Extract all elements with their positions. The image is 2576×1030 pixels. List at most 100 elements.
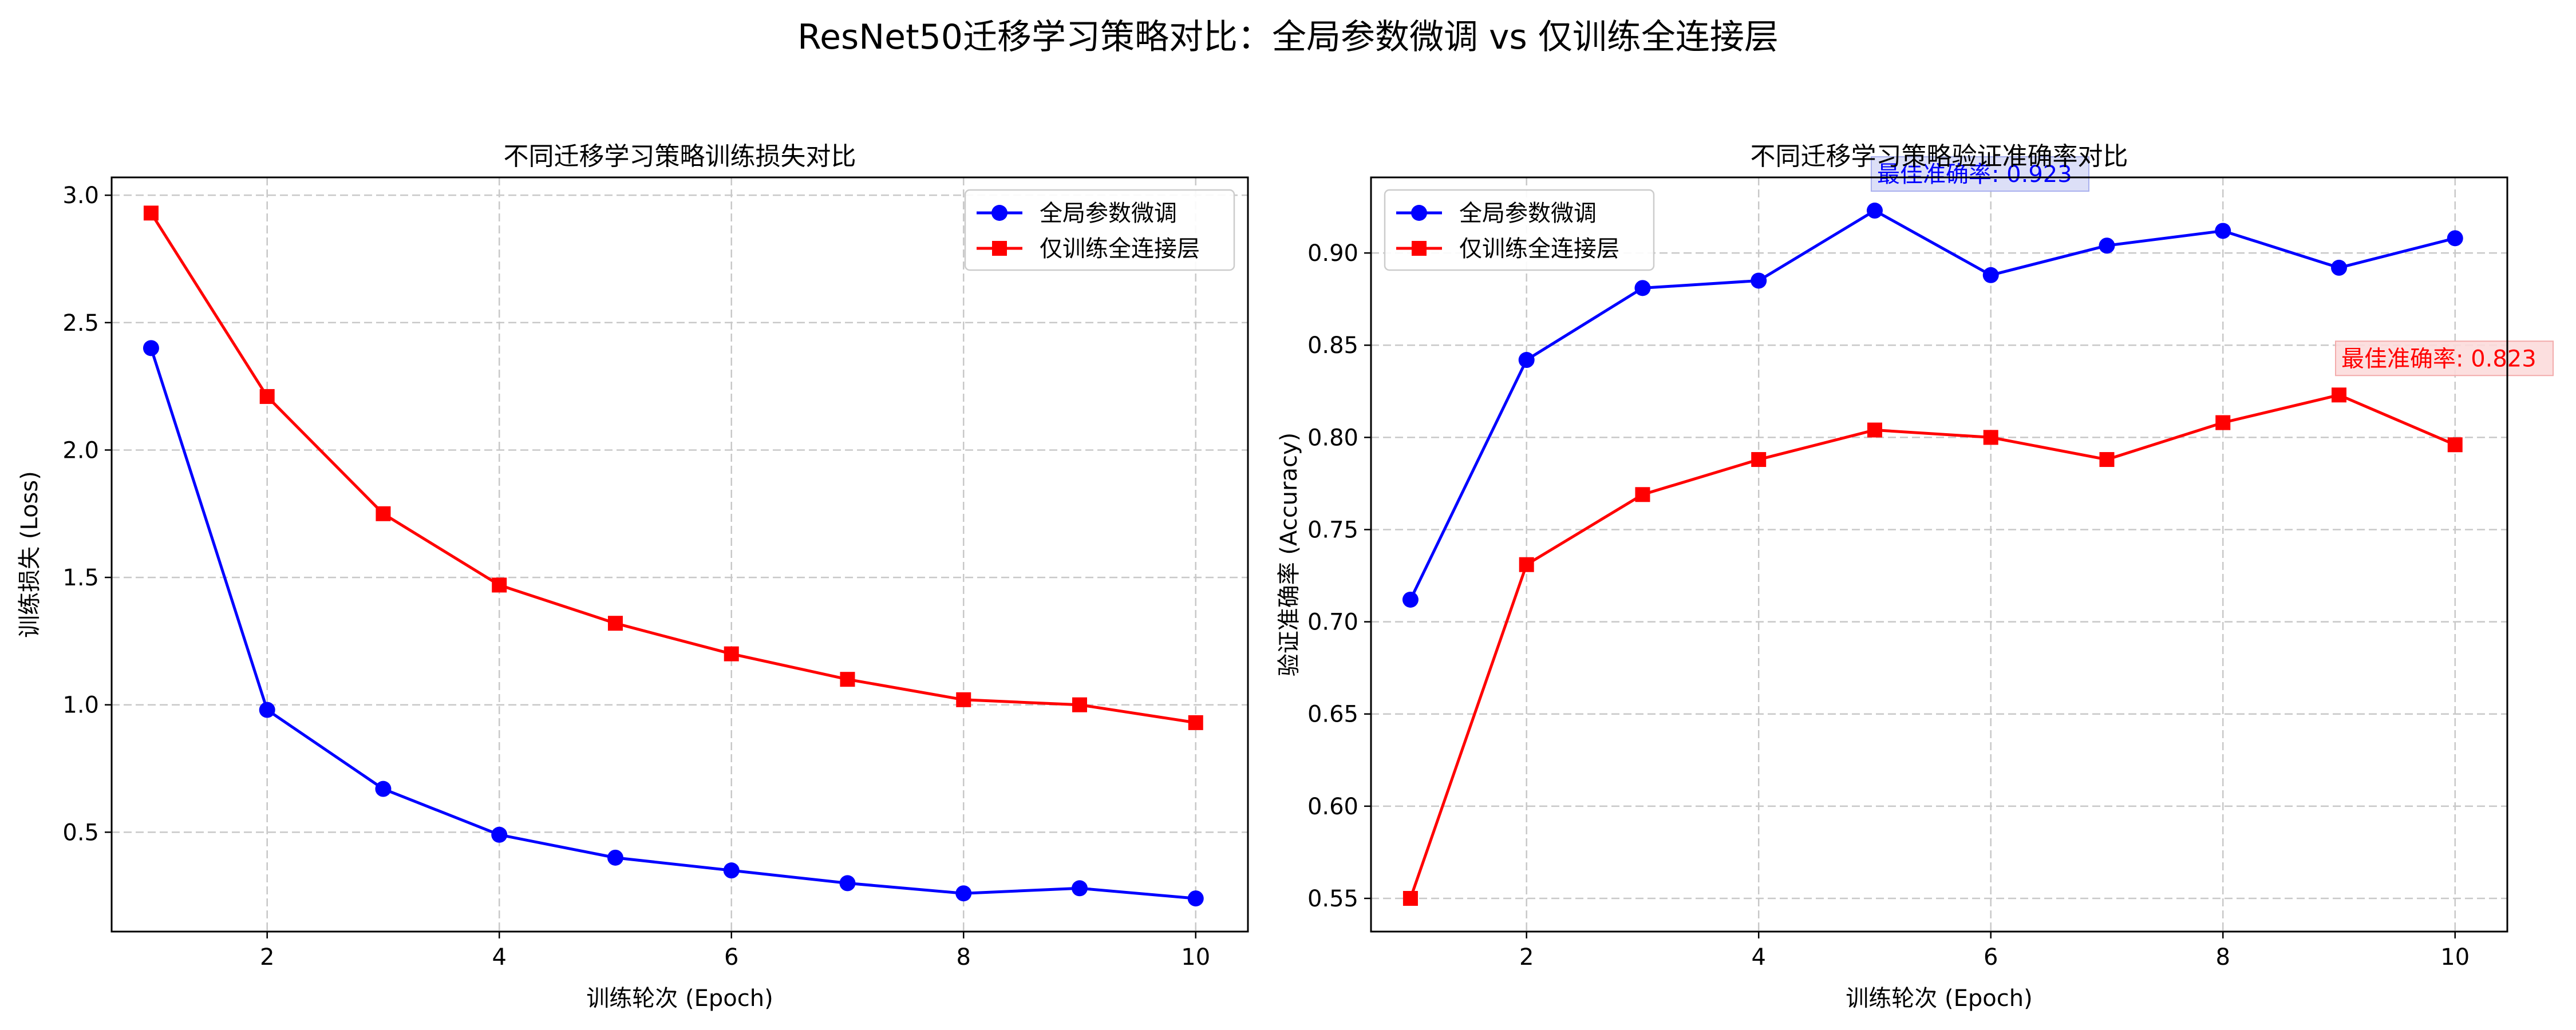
- y-tick-label: 0.90: [1307, 240, 1358, 267]
- y-tick-label: 1.0: [62, 692, 99, 719]
- data-point: [2447, 437, 2463, 453]
- y-tick-label: 3.0: [62, 183, 99, 209]
- series-line: [149, 212, 1196, 724]
- y-tick-label: 0.70: [1307, 609, 1358, 636]
- grid: [1371, 177, 2507, 932]
- y-tick-label: 2.5: [62, 310, 99, 336]
- data-point: [1751, 452, 1767, 468]
- axes-frame: [110, 176, 1249, 933]
- legend-item: 仅训练全连接层: [1396, 236, 1619, 262]
- x-tick-label: 2: [1519, 944, 1534, 970]
- data-point: [1635, 487, 1650, 502]
- axes-frame: [1370, 176, 2508, 933]
- legend-box: [1384, 189, 1655, 271]
- y-tick-label: 0.5: [62, 819, 99, 846]
- data-point: [1751, 272, 1767, 289]
- y-tick-label: 0.80: [1307, 425, 1358, 451]
- data-point: [1402, 890, 1418, 906]
- data-point: [259, 389, 275, 404]
- x-tick-label: 4: [492, 944, 506, 970]
- y-tick-label: 0.55: [1307, 886, 1358, 912]
- ticks: 2 4 6 8 10 0.5 1.0 1.5 2.0 2.5 3.0: [62, 183, 1210, 970]
- data-point: [1072, 697, 1088, 712]
- series-full-finetune: [143, 340, 1204, 907]
- x-tick-label: 6: [724, 944, 738, 970]
- data-point: [2215, 415, 2231, 430]
- x-axis-label: 训练轮次 (Epoch): [1846, 985, 2032, 1012]
- series-full-finetune: [1402, 203, 2463, 608]
- series-fc-only: [143, 205, 1203, 730]
- data-point: [1983, 430, 1998, 445]
- data-point: [1187, 890, 1204, 907]
- legend-label: 全局参数微调: [1459, 200, 1597, 227]
- data-point: [2099, 237, 2115, 254]
- data-point: [1072, 880, 1088, 897]
- best-accuracy-annotation: 最佳准确率: 0.923: [1870, 156, 2089, 192]
- ticks: 2 4 6 8 10 0.55 0.60 0.65 0.70 0.75 0.80 0.85 0.90: [1307, 240, 2470, 970]
- data-point: [1982, 267, 1999, 283]
- data-point: [376, 506, 391, 521]
- data-point: [2447, 230, 2463, 247]
- data-point: [956, 692, 971, 707]
- x-tick-label: 4: [1751, 944, 1765, 970]
- x-tick-label: 10: [1181, 944, 1210, 970]
- x-axis-label: 训练轮次 (Epoch): [586, 985, 773, 1012]
- chart-title: 不同迁移学习策略训练损失对比: [504, 142, 856, 171]
- data-point: [1867, 422, 1882, 438]
- y-tick-label: 2.0: [62, 437, 99, 464]
- data-point: [839, 875, 856, 892]
- data-point: [375, 781, 392, 797]
- legend-item: 全局参数微调: [977, 200, 1177, 227]
- data-point: [723, 862, 740, 879]
- series-line: [1409, 209, 2456, 601]
- series-line: [1409, 393, 2456, 899]
- grid: [112, 177, 1248, 932]
- x-tick-label: 2: [260, 944, 274, 970]
- series-line: [149, 347, 1196, 900]
- best-accuracy-annotation: 最佳准确率: 0.823: [2335, 340, 2554, 377]
- data-point: [259, 702, 275, 718]
- legend-item: 全局参数微调: [1396, 200, 1597, 227]
- data-point: [1519, 557, 1534, 572]
- y-axis-label: 验证准确率 (Accuracy): [1276, 433, 1302, 677]
- y-tick-label: 0.75: [1307, 517, 1358, 543]
- legend-label: 全局参数微调: [1040, 200, 1177, 227]
- data-point: [492, 577, 507, 593]
- legend-marker: [991, 205, 1008, 221]
- data-point: [143, 340, 159, 356]
- x-tick-label: 10: [2440, 944, 2470, 970]
- data-point: [491, 826, 508, 843]
- annotation-box: [1870, 156, 2089, 192]
- y-axis-label: 训练损失 (Loss): [17, 471, 43, 638]
- data-point: [1866, 203, 1883, 219]
- y-tick-label: 0.65: [1307, 702, 1358, 728]
- legend-marker: [992, 241, 1007, 256]
- data-point: [607, 849, 623, 866]
- legend-label: 仅训练全连接层: [1040, 236, 1200, 262]
- data-point: [1518, 352, 1535, 369]
- plot-area: [112, 177, 1248, 932]
- legend-item: 仅训练全连接层: [977, 236, 1200, 262]
- x-tick-label: 8: [2216, 944, 2230, 970]
- x-tick-label: 8: [957, 944, 971, 970]
- y-tick-label: 0.85: [1307, 332, 1358, 359]
- y-tick-label: 0.60: [1307, 794, 1358, 820]
- data-point: [2332, 387, 2347, 403]
- legend-marker: [1411, 205, 1427, 221]
- figure-title: ResNet50迁移学习策略对比：全局参数微调 vs 仅训练全连接层: [797, 17, 1779, 57]
- legend-marker: [1412, 241, 1427, 256]
- y-tick-label: 1.5: [62, 565, 99, 591]
- annotation-box: [2335, 340, 2554, 377]
- data-point: [955, 885, 972, 902]
- data-point: [1634, 280, 1651, 296]
- chart-title: 不同迁移学习策略验证准确率对比: [1751, 142, 2128, 171]
- legend-label: 仅训练全连接层: [1459, 236, 1619, 262]
- series-fc-only: [1402, 387, 2463, 906]
- data-point: [724, 646, 739, 661]
- data-point: [840, 672, 855, 687]
- data-point: [607, 616, 623, 631]
